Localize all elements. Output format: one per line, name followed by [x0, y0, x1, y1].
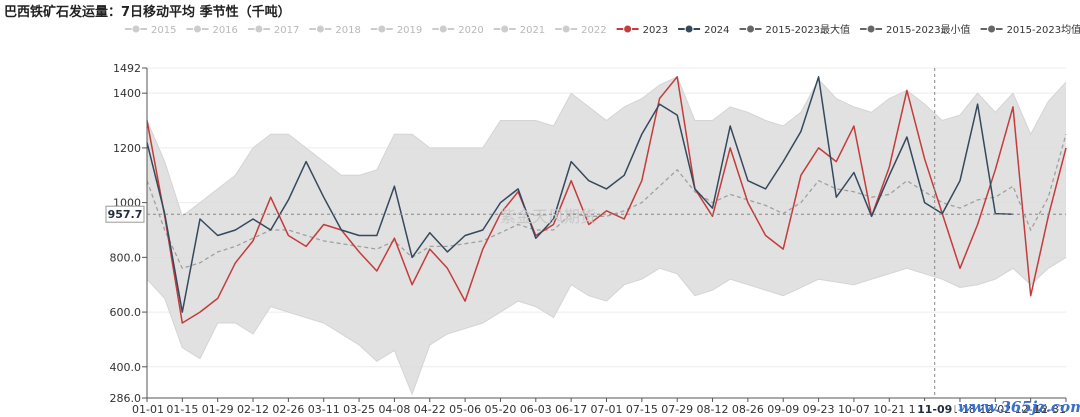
site-watermark: www.365jz.com — [958, 398, 1080, 416]
legend-label: 2017 — [274, 25, 299, 36]
crosshair: 957.7 11-09 — [105, 68, 1066, 416]
legend-marker — [866, 24, 876, 34]
x-tick-label: 10-21 — [873, 403, 905, 416]
legend-label: 2023 — [643, 25, 668, 36]
legend-marker — [746, 24, 756, 34]
legend-item-2022[interactable]: 2022 — [555, 24, 607, 36]
x-tick-label: 04-08 — [378, 403, 410, 416]
series-line-min — [146, 256, 1067, 396]
legend-marker — [987, 24, 997, 34]
legend-item-2017[interactable]: 2017 — [247, 24, 299, 36]
series-lines — [146, 76, 1067, 324]
x-tick-label: 09-23 — [803, 403, 835, 416]
legend-marker — [684, 24, 694, 34]
legend-label: 2024 — [704, 25, 729, 36]
x-tick-label: 07-29 — [661, 403, 693, 416]
legend-marker — [561, 24, 571, 34]
legend-item-2015-2023最大值[interactable]: 2015-2023最大值 — [739, 23, 851, 36]
legend-item-2016[interactable]: 2016 — [186, 24, 238, 36]
x-tick-label: 07-15 — [626, 403, 658, 416]
crosshair-y-box — [105, 205, 145, 223]
x-tick-label: 02-26 — [272, 403, 304, 416]
legend-marker — [254, 24, 264, 34]
crosshair-x-box — [914, 401, 955, 416]
legend-marker — [500, 24, 510, 34]
x-tick-label: 04-22 — [414, 403, 446, 416]
x-tick-label: 09-09 — [767, 403, 799, 416]
legend-label: 2019 — [397, 25, 422, 36]
legend-item-2015[interactable]: 2015 — [125, 24, 176, 36]
x-tick-label: 02-12 — [237, 403, 269, 416]
x-tick-label: 12-31 — [1034, 403, 1066, 416]
legend-marker — [315, 24, 325, 34]
x-tick-label: 08-26 — [732, 403, 764, 416]
legend-item-2024[interactable]: 2024 — [678, 24, 730, 36]
legend-label: 2022 — [581, 25, 606, 36]
x-tick-label: 03-11 — [308, 403, 340, 416]
series-line-2024 — [146, 76, 1014, 313]
legend-marker — [438, 24, 448, 34]
chart-title: 巴西铁矿石发运量：7日移动平均 季节性（千吨） — [4, 5, 291, 20]
legend: 2015 2016 2017 2018 2019 2020 2021 2022 2023 2024… — [125, 23, 1080, 36]
legend-item-2015-2023均值[interactable]: 2015-2023均值 — [980, 23, 1080, 36]
legend-label: 2015-2023最大值 — [766, 23, 851, 36]
legend-item-2018[interactable]: 2018 — [309, 24, 361, 36]
x-tick-label: 01-29 — [202, 403, 234, 416]
x-tick-label: 01-15 — [166, 403, 198, 416]
x-tick-label: 10-07 — [838, 403, 870, 416]
legend-marker — [377, 24, 387, 34]
series-line-max — [146, 76, 1067, 218]
legend-label: 2021 — [520, 25, 545, 36]
y-tick-label: 800.0 — [110, 251, 142, 264]
x-tick-label: 12-02 — [979, 403, 1011, 416]
watermark: 紫金天风期货 — [500, 207, 596, 226]
axes: 286.0400.0600.0800.0100012001400149201-0… — [110, 62, 1067, 416]
legend-label: 2018 — [335, 25, 360, 36]
legend-item-2015-2023最小值[interactable]: 2015-2023最小值 — [860, 23, 971, 36]
legend-label: 2020 — [458, 25, 483, 36]
legend-marker — [623, 24, 633, 34]
legend-label: 2016 — [212, 25, 237, 36]
crosshair-x-label: 11-09 — [917, 403, 952, 416]
legend-item-2019[interactable]: 2019 — [370, 24, 422, 36]
y-tick-label: 600.0 — [110, 306, 142, 319]
crosshair-y-label: 957.7 — [108, 208, 143, 221]
x-tick-label: 07-01 — [591, 403, 623, 416]
legend-item-2020[interactable]: 2020 — [432, 24, 484, 36]
x-tick-label: 06-03 — [520, 403, 552, 416]
x-tick-label: 03-25 — [343, 403, 375, 416]
y-tick-label: 400.0 — [110, 361, 142, 374]
x-tick-label: 08-12 — [697, 403, 729, 416]
y-tick-label: 286.0 — [110, 392, 142, 405]
legend-marker — [192, 24, 202, 34]
x-tick-label: 06-17 — [555, 403, 587, 416]
legend-item-2023[interactable]: 2023 — [616, 24, 668, 36]
range-band — [146, 76, 1067, 396]
legend-label: 2015-2023最小值 — [886, 23, 971, 36]
x-tick-label: 12-16 — [1015, 403, 1047, 416]
y-tick-label: 1492 — [113, 62, 141, 75]
y-tick-label: 1200 — [113, 142, 141, 155]
legend-item-2021[interactable]: 2021 — [493, 24, 545, 36]
x-tick-label: 01-01 — [132, 403, 164, 416]
series-line-2023 — [146, 76, 1067, 324]
max-min-band — [147, 76, 1066, 395]
x-tick-label: 05-06 — [449, 403, 481, 416]
legend-label: 2015 — [151, 25, 176, 36]
y-tick-label: 1400 — [113, 87, 141, 100]
legend-label: 2015-2023均值 — [1007, 23, 1080, 36]
x-tick-label: 05-20 — [484, 403, 516, 416]
legend-marker — [131, 24, 141, 34]
